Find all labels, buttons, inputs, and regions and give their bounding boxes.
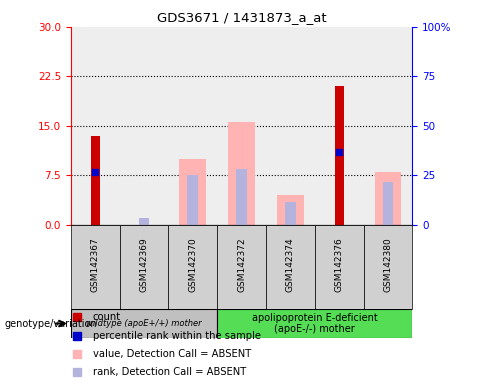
Bar — [217, 225, 266, 309]
Bar — [364, 27, 412, 225]
Bar — [217, 27, 266, 225]
Bar — [120, 225, 168, 309]
Bar — [71, 27, 120, 225]
Text: genotype/variation: genotype/variation — [5, 318, 98, 329]
Bar — [266, 225, 315, 309]
Text: rank, Detection Call = ABSENT: rank, Detection Call = ABSENT — [93, 367, 246, 377]
Text: GSM142374: GSM142374 — [286, 237, 295, 292]
Bar — [187, 175, 198, 225]
Bar — [335, 86, 344, 225]
Bar — [168, 27, 217, 225]
Bar — [139, 218, 149, 225]
Bar — [71, 225, 120, 309]
Bar — [277, 195, 304, 225]
Bar — [315, 27, 364, 225]
Bar — [91, 136, 100, 225]
Text: wildtype (apoE+/+) mother: wildtype (apoE+/+) mother — [86, 319, 202, 328]
Text: GSM142367: GSM142367 — [91, 237, 100, 292]
Bar — [375, 172, 401, 225]
Text: apolipoprotein E-deficient
(apoE-/-) mother: apolipoprotein E-deficient (apoE-/-) mot… — [252, 313, 378, 334]
Bar — [236, 169, 247, 225]
Bar — [266, 27, 315, 225]
Text: GSM142370: GSM142370 — [188, 237, 197, 292]
Bar — [120, 27, 168, 225]
Text: GSM142369: GSM142369 — [140, 237, 148, 292]
Text: GSM142376: GSM142376 — [335, 237, 344, 292]
Text: GSM142380: GSM142380 — [384, 237, 392, 292]
Bar — [228, 122, 255, 225]
Bar — [383, 182, 393, 225]
Bar — [168, 225, 217, 309]
Bar — [364, 225, 412, 309]
Title: GDS3671 / 1431873_a_at: GDS3671 / 1431873_a_at — [157, 11, 326, 24]
Bar — [180, 159, 206, 225]
Bar — [71, 309, 217, 338]
Bar — [285, 202, 296, 225]
Text: value, Detection Call = ABSENT: value, Detection Call = ABSENT — [93, 349, 251, 359]
Text: GSM142372: GSM142372 — [237, 237, 246, 292]
Bar — [217, 309, 412, 338]
Text: count: count — [93, 312, 121, 322]
Text: percentile rank within the sample: percentile rank within the sample — [93, 331, 261, 341]
Bar — [315, 225, 364, 309]
